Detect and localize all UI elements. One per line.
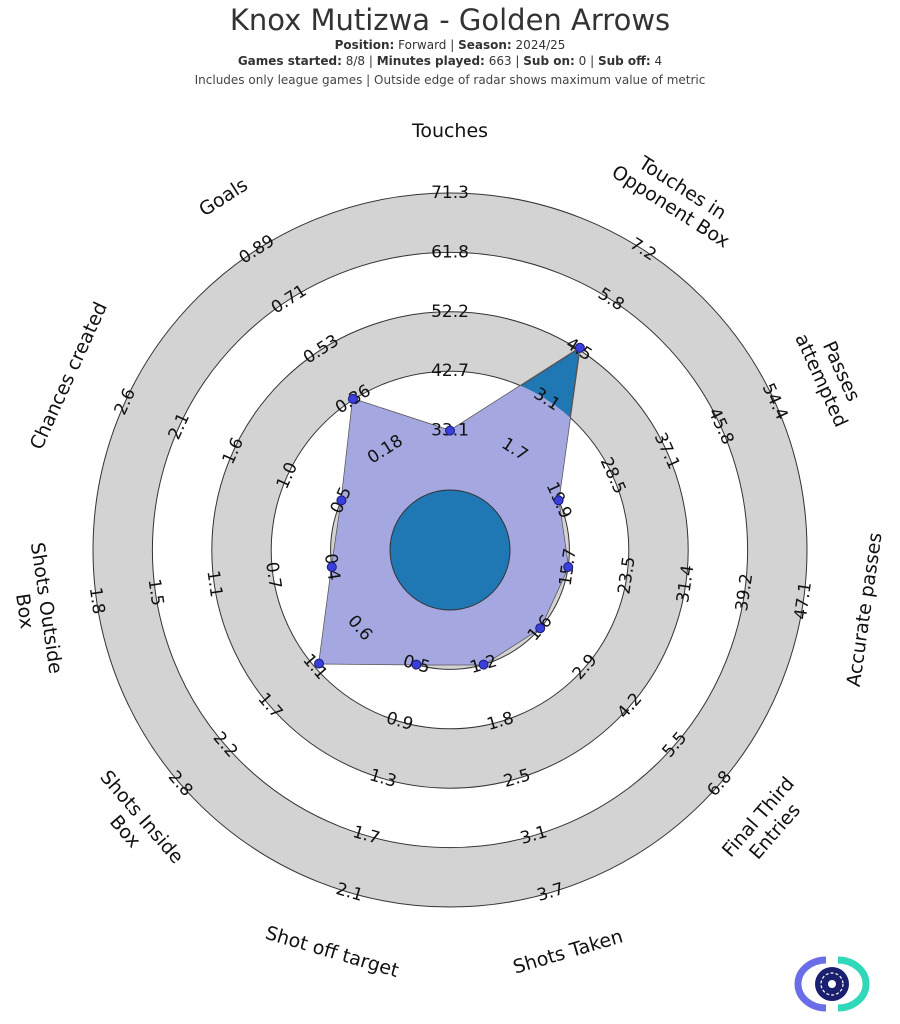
info-line-2: Games started: 8/8 | Minutes played: 663… xyxy=(237,54,663,68)
season-value: 2024/25 xyxy=(515,38,566,52)
sub-on-value: 0 xyxy=(578,54,587,68)
data-point xyxy=(411,659,422,670)
tick-label: 42.7 xyxy=(431,361,469,381)
tick-label: 1.1 xyxy=(202,569,226,599)
position-value: Forward xyxy=(398,38,447,52)
tick-label: 1.5 xyxy=(144,578,168,608)
sub-off-value: 4 xyxy=(654,54,663,68)
tick-label: 61.8 xyxy=(431,242,469,262)
data-point xyxy=(574,342,585,353)
minutes-played-label: Minutes played xyxy=(376,54,481,68)
minutes-played-value: 663 xyxy=(488,54,512,68)
data-point xyxy=(336,495,347,506)
data-point xyxy=(535,623,546,634)
brand-logo-icon xyxy=(794,956,870,1012)
metric-label: Shot off target xyxy=(263,922,401,982)
metric-label: Goals xyxy=(195,174,252,221)
sub-on-label: Sub on xyxy=(523,54,571,68)
metric-label-line: Goals xyxy=(195,174,252,221)
games-started-value: 8/8 xyxy=(345,54,366,68)
metric-label-line: Box xyxy=(11,592,38,630)
chart-title: Knox Mutizwa - Golden Arrows xyxy=(229,3,671,37)
tick-label: 71.3 xyxy=(431,183,469,203)
data-point xyxy=(445,425,455,436)
sub-off-label: Sub off xyxy=(597,54,646,68)
tick-label: 0.7 xyxy=(261,561,285,591)
chart-note: Includes only league games | Outside edg… xyxy=(194,73,706,87)
chart-header: Knox Mutizwa - Golden Arrows Position: F… xyxy=(0,0,900,88)
metric-label: Shots Taken xyxy=(511,925,626,978)
data-point xyxy=(347,393,358,404)
data-point xyxy=(478,659,489,670)
metric-label: Touches xyxy=(411,120,488,142)
position-label: Position xyxy=(334,38,390,52)
tick-label: 47.1 xyxy=(791,581,816,621)
data-point xyxy=(553,495,564,506)
radar-center-circle xyxy=(389,489,511,611)
data-point xyxy=(563,562,574,572)
tick-label: 52.2 xyxy=(431,302,469,322)
metric-label: Accurate passes xyxy=(843,531,887,688)
metric-label-line: Shots Taken xyxy=(511,925,626,978)
data-point xyxy=(326,562,337,572)
metric-label-line: Accurate passes xyxy=(843,531,887,688)
metric-label-line: Touches xyxy=(411,120,488,142)
games-started-label: Games started xyxy=(237,54,338,68)
season-label: Season xyxy=(458,38,507,52)
info-line-1: Position: Forward | Season: 2024/25 xyxy=(334,38,566,52)
metric-label-line: Chances created xyxy=(26,299,112,453)
tick-label: 1.8 xyxy=(85,586,109,616)
data-point xyxy=(314,658,324,669)
metric-label: Chances created xyxy=(26,299,112,453)
metric-label-line: Shot off target xyxy=(263,922,401,982)
